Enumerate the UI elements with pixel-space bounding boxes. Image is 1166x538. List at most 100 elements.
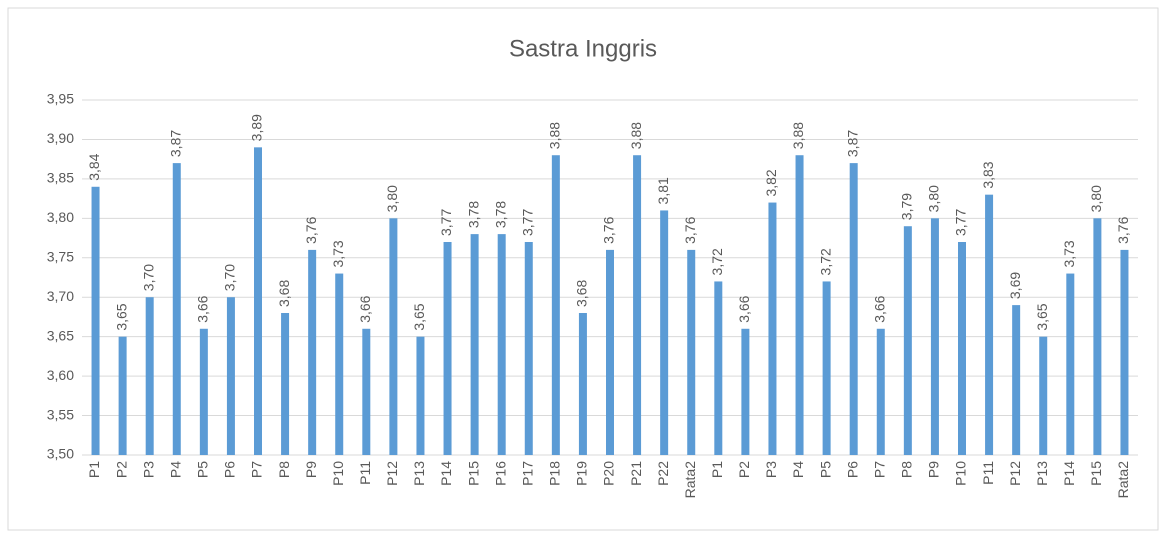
data-label: 3,72	[709, 248, 725, 275]
x-tick-label: P4	[790, 461, 806, 478]
x-tick-label: P11	[980, 461, 996, 485]
y-tick-label: 3,80	[47, 209, 74, 225]
x-tick-label: P1	[709, 461, 725, 478]
bar	[985, 194, 994, 455]
data-label: 3,78	[492, 201, 508, 228]
x-tick-label: P8	[276, 461, 292, 478]
data-label: 3,69	[1007, 272, 1023, 299]
bar	[443, 242, 452, 455]
x-tick-label: P2	[113, 461, 129, 478]
bar	[930, 218, 939, 455]
bar	[389, 218, 398, 455]
data-label: 3,72	[817, 248, 833, 275]
bar	[822, 281, 831, 455]
bar	[633, 155, 642, 455]
y-tick-label: 3,65	[47, 327, 74, 343]
bar	[660, 210, 669, 455]
bar	[172, 163, 181, 455]
x-tick-label: P9	[926, 461, 942, 478]
y-tick-label: 3,55	[47, 406, 74, 422]
bar	[416, 336, 425, 455]
data-label: 3,65	[113, 303, 129, 330]
x-tick-label: P22	[655, 461, 671, 486]
bar	[335, 273, 344, 455]
data-label: 3,65	[1034, 303, 1050, 330]
data-label: 3,78	[465, 201, 481, 228]
data-label: 3,70	[140, 264, 156, 291]
x-tick-label: P3	[763, 461, 779, 478]
data-label: 3,77	[519, 209, 535, 236]
bar	[226, 297, 235, 455]
data-label: 3,88	[628, 122, 644, 149]
data-label: 3,76	[303, 216, 319, 243]
x-tick-label: P15	[465, 461, 481, 486]
y-tick-label: 3,95	[47, 91, 74, 107]
data-label: 3,70	[222, 264, 238, 291]
x-tick-label: P12	[1007, 461, 1023, 486]
y-tick-label: 3,50	[47, 446, 74, 462]
x-tick-label: P14	[1061, 461, 1077, 486]
bar	[903, 226, 912, 455]
y-tick-label: 3,75	[47, 248, 74, 264]
data-label: 3,84	[86, 153, 102, 180]
x-tick-label: P19	[574, 461, 590, 486]
bar	[1066, 273, 1075, 455]
x-tick-label: P11	[357, 461, 373, 485]
bar	[362, 328, 371, 455]
bar	[741, 328, 750, 455]
data-label: 3,79	[899, 193, 915, 220]
x-tick-label: P8	[899, 461, 915, 478]
data-label: 3,68	[276, 280, 292, 307]
x-tick-label: P6	[222, 461, 238, 478]
data-label: 3,88	[547, 122, 563, 149]
x-tick-label: P13	[1034, 461, 1050, 486]
x-tick-label: P9	[303, 461, 319, 478]
data-label: 3,83	[980, 161, 996, 188]
bar	[524, 242, 533, 455]
data-label: 3,87	[844, 130, 860, 157]
x-tick-label: P13	[411, 461, 427, 486]
chart-title: Sastra Inggris	[509, 35, 657, 62]
x-tick-label: P10	[953, 461, 969, 486]
x-tick-label: P10	[330, 461, 346, 486]
y-tick-label: 3,70	[47, 288, 74, 304]
data-label: 3,80	[926, 185, 942, 212]
data-label: 3,77	[438, 209, 454, 236]
bar	[1012, 305, 1021, 455]
data-label: 3,66	[195, 295, 211, 322]
x-tick-label: P21	[628, 461, 644, 486]
x-tick-label: P12	[384, 461, 400, 486]
x-tick-label: P17	[519, 461, 535, 486]
bar	[199, 328, 208, 455]
bar	[606, 249, 614, 455]
x-tick-label: P5	[195, 461, 211, 478]
bar	[254, 147, 262, 456]
bar	[714, 281, 723, 455]
data-label: 3,88	[790, 122, 806, 149]
x-tick-label: Rata2	[1115, 461, 1131, 499]
data-label: 3,80	[1088, 185, 1104, 212]
x-tick-label: P5	[817, 461, 833, 478]
data-label: 3,82	[763, 169, 779, 196]
y-tick-label: 3,90	[47, 130, 74, 146]
x-tick-label: P6	[844, 461, 860, 478]
x-tick-label: P3	[140, 461, 156, 478]
bar	[118, 336, 127, 455]
data-label: 3,80	[384, 185, 400, 212]
bar	[958, 242, 966, 455]
data-label: 3,73	[1061, 240, 1077, 267]
x-tick-label: P18	[547, 461, 563, 486]
bar	[578, 313, 587, 455]
bar	[795, 155, 804, 455]
data-label: 3,89	[249, 114, 265, 141]
bar	[308, 249, 317, 455]
x-tick-label: P7	[249, 461, 265, 478]
data-label: 3,73	[330, 240, 346, 267]
bar	[849, 163, 858, 455]
data-label: 3,81	[655, 177, 671, 204]
data-label: 3,76	[1115, 216, 1131, 243]
data-label: 3,87	[167, 130, 183, 157]
x-tick-label: P1	[86, 461, 102, 478]
data-label: 3,76	[682, 216, 698, 243]
